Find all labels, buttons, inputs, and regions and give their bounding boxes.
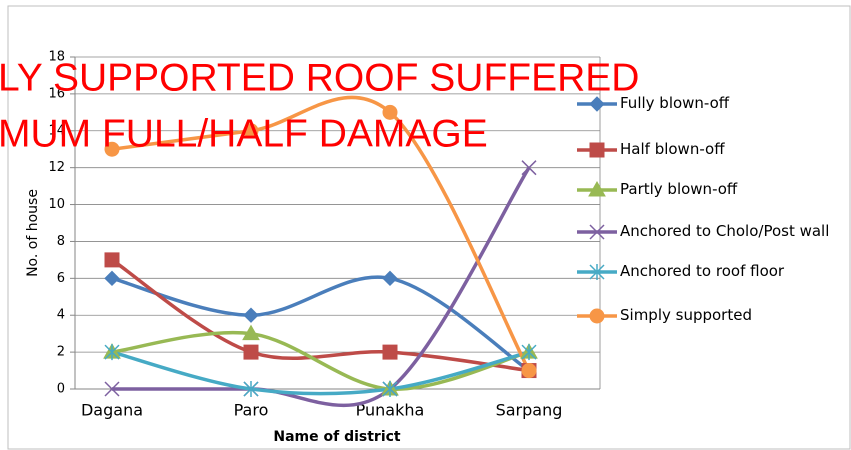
y-tick-label: 10: [48, 197, 65, 212]
x-tick-label: Paro: [234, 401, 269, 420]
marker: [589, 308, 605, 324]
y-tick-label: 14: [48, 123, 65, 138]
marker: [589, 96, 605, 112]
marker: [104, 252, 120, 268]
y-tick-label: 18: [48, 50, 65, 65]
series-line: [111, 330, 530, 391]
y-tick-label: 4: [57, 308, 65, 323]
chart-border: [7, 5, 851, 450]
marker: [382, 344, 398, 360]
x-axis-label: Name of district: [273, 429, 401, 445]
series-line: [111, 275, 530, 373]
marker: [242, 324, 260, 341]
marker: [104, 381, 120, 397]
y-tick-label: 12: [48, 160, 65, 175]
y-axis-label: No. of house: [25, 189, 41, 277]
marker: [589, 264, 605, 280]
annotation: MUM FULL/HALF DAMAGE: [0, 112, 488, 155]
y-tick-label: 8: [57, 234, 65, 249]
annotation: LY SUPPORTED ROOF SUFFERED: [0, 56, 639, 99]
y-tick-label: 6: [57, 271, 65, 286]
x-tick-label: Dagana: [81, 401, 143, 420]
series-line: [111, 350, 530, 396]
marker: [104, 344, 120, 361]
series-line: [112, 166, 531, 408]
marker: [104, 270, 120, 287]
marker: [243, 381, 259, 397]
x-tick-label: Sarpang: [496, 401, 563, 420]
marker: [588, 180, 606, 197]
marker: [521, 160, 537, 176]
marker: [104, 141, 120, 157]
marker: [521, 344, 537, 361]
y-tick-label: 0: [57, 382, 65, 397]
marker: [382, 381, 398, 397]
marker: [243, 307, 259, 323]
y-tick-label: 2: [57, 345, 65, 360]
marker: [382, 104, 398, 120]
marker: [589, 142, 605, 158]
marker: [243, 344, 259, 360]
marker: [589, 224, 605, 240]
marker: [243, 123, 259, 139]
marker: [521, 363, 537, 379]
x-tick-label: Punakha: [356, 401, 425, 420]
series-line: [111, 95, 531, 372]
y-tick-label: 16: [48, 86, 65, 101]
marker: [382, 270, 398, 287]
